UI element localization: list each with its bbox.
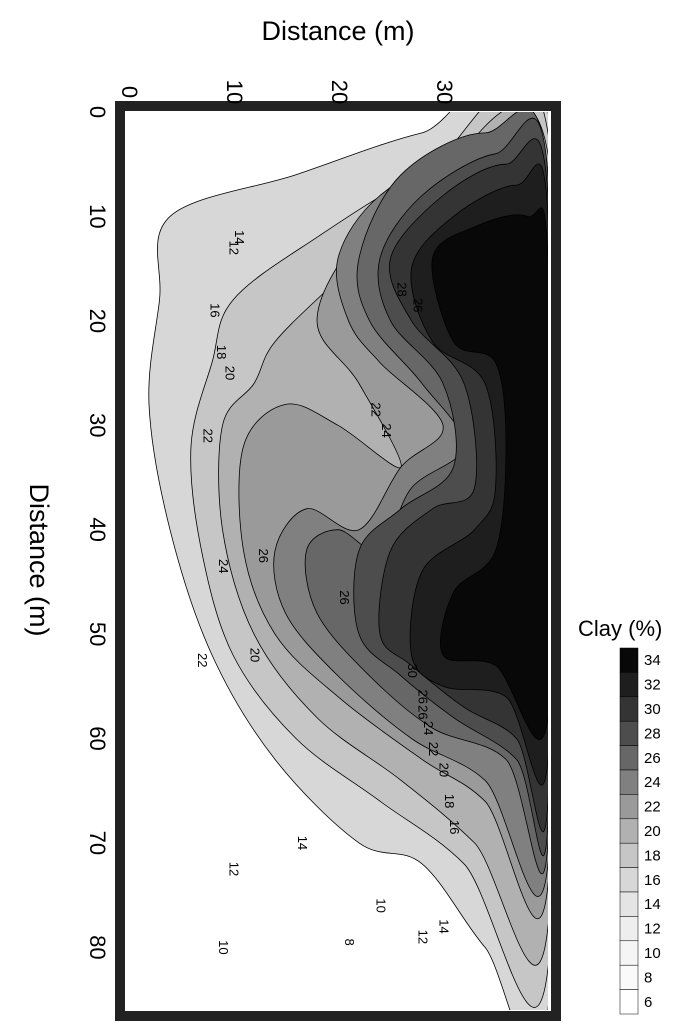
contour-label: 30 [405,663,420,677]
contour-label: 22 [195,653,210,667]
colorbar-legend: Clay (%) 34 32 30 28 26 24 22 20 18 16 14 12 10 8 6 [578,616,662,1015]
colorbar-swatch [619,867,639,893]
left-tick-label: 50 [85,622,110,646]
contour-label: 14 [295,836,310,850]
contour-label: 22 [368,402,383,416]
colorbar-swatch [619,842,639,868]
contour-label: 8 [342,939,357,946]
contour-label: 26 [416,690,431,704]
left-tick-label: 80 [85,935,110,959]
contour-label: 22 [426,742,441,756]
colorbar-label: 20 [644,823,661,840]
contour-label: 24 [421,721,436,735]
contour-region-34 [431,207,548,740]
contour-label: 16 [447,820,462,834]
contour-label: 12 [227,241,242,255]
colorbar-swatch [619,891,639,917]
colorbar-swatch [619,940,639,966]
top-axis-ticks: 0 10 20 30 [117,80,457,104]
contour-label: 26 [337,590,352,604]
contour-label: 18 [442,794,457,808]
colorbar-label: 12 [644,921,661,938]
contour-label: 16 [208,303,223,317]
colorbar-label: 28 [644,725,661,742]
colorbar-label: 8 [644,969,652,986]
contour-label: 26 [256,549,271,563]
colorbar-label: 30 [644,701,661,718]
colorbar-label: 16 [644,872,661,889]
colorbar-label: 6 [644,994,652,1011]
colorbar-swatch [619,745,639,771]
contour-label: 14 [232,230,247,244]
colorbar-swatch [619,794,639,820]
top-tick-label: 0 [117,86,142,98]
colorbar-swatch [619,672,639,698]
contour-label: 18 [214,345,229,359]
colorbar-label: 34 [644,652,661,669]
contour-label: 28 [395,282,410,296]
top-tick-label: 10 [222,80,247,104]
left-axis-title: Distance (m) [24,483,54,636]
contour-label: 10 [216,940,231,954]
contour-label: 12 [416,930,431,944]
colorbar-label: 26 [644,750,661,767]
contour-label: 10 [374,898,389,912]
contour-label: 20 [437,763,452,777]
left-tick-label: 10 [85,204,110,228]
left-tick-label: 70 [85,831,110,855]
contour-label: 12 [227,862,242,876]
colorbar-label: 24 [644,774,661,791]
contour-label: 26 [410,298,425,312]
left-tick-label: 30 [85,413,110,437]
left-tick-label: 0 [85,106,110,118]
colorbar-title: Clay (%) [578,616,662,641]
left-tick-label: 60 [85,726,110,750]
colorbar-swatch [619,916,639,942]
colorbar-label: 18 [644,847,661,864]
colorbar-swatch [619,720,639,746]
contour-label: 14 [437,919,452,933]
contour-label: 26 [416,705,431,719]
left-axis-ticks: 0 10 20 30 40 50 60 70 80 [85,106,110,960]
top-tick-label: 30 [432,80,457,104]
top-tick-label: 20 [327,80,352,104]
contour-label: 24 [216,559,231,573]
contour-label: 20 [222,366,237,380]
colorbar-label: 10 [644,945,661,962]
colorbar-swatch [619,769,639,795]
colorbar-label: 32 [644,677,661,694]
left-tick-label: 40 [85,517,110,541]
contour-label: 24 [379,423,394,437]
colorbar-label: 14 [644,896,661,913]
colorbar-swatch [619,647,639,673]
contour-label: 20 [248,648,263,662]
contour-regions [148,112,548,1010]
left-tick-label: 20 [85,309,110,333]
plot-frame [115,101,561,1021]
contour-label: 22 [200,428,215,442]
colorbar-swatch [619,696,639,722]
colorbar-swatch [619,818,639,844]
colorbar-swatch [619,989,639,1015]
colorbar-swatch [619,964,639,990]
top-axis-title: Distance (m) [261,16,414,46]
colorbar-label: 22 [644,799,661,816]
